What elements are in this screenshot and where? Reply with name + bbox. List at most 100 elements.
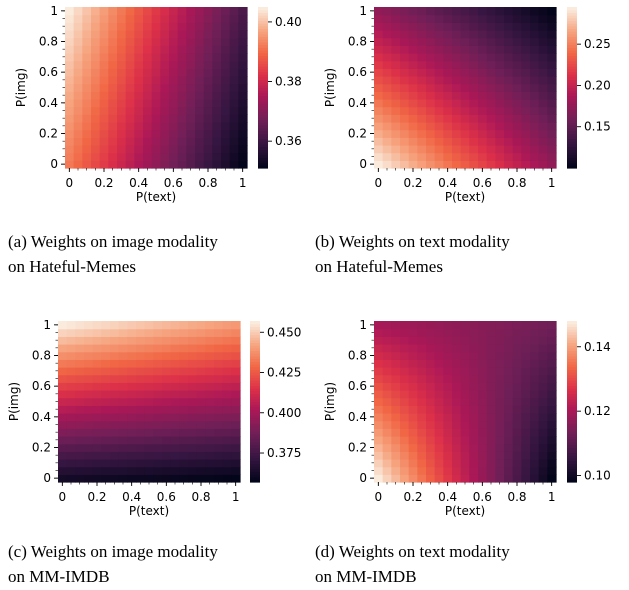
heatmap-cell — [162, 413, 172, 422]
heatmap-cell — [504, 405, 514, 414]
heatmap-cell — [417, 37, 427, 46]
colorbar-segment — [258, 52, 268, 56]
heatmap-cell — [538, 321, 548, 330]
heatmap-cell — [408, 413, 418, 422]
heatmap-cell — [212, 106, 222, 115]
heatmap-cell — [443, 413, 453, 422]
heatmap-cell — [82, 91, 92, 100]
heatmap-cell — [391, 420, 401, 429]
heatmap-cell — [504, 413, 514, 422]
colorbar-segment — [567, 374, 577, 378]
heatmap-cell — [495, 459, 505, 468]
heatmap-cell — [512, 106, 522, 115]
heatmap-cell — [229, 60, 239, 69]
x-tick-label: 0.6 — [473, 176, 492, 190]
heatmap-cell — [504, 321, 514, 330]
heatmap-cell — [400, 413, 410, 422]
heatmap-cell — [512, 336, 522, 345]
heatmap-cell — [177, 152, 187, 161]
heatmap-cell — [400, 45, 410, 54]
heatmap-cell — [495, 37, 505, 46]
heatmap-cell — [417, 328, 427, 337]
heatmap-cell — [151, 152, 161, 161]
heatmap-cell — [101, 382, 111, 391]
heatmap-cell — [486, 466, 496, 475]
heatmap-cell — [452, 122, 462, 131]
heatmap-cell — [160, 45, 170, 54]
heatmap-cell — [170, 459, 180, 468]
heatmap-cell — [134, 60, 144, 69]
colorbar-segment — [258, 119, 268, 123]
heatmap-cell — [117, 60, 127, 69]
colorbar-segment — [567, 425, 577, 429]
heatmap-cell — [469, 436, 479, 445]
colorbar-segment — [250, 463, 260, 467]
heatmap-cell — [408, 7, 418, 16]
heatmap-cell — [400, 99, 410, 108]
heatmap-cell — [125, 160, 135, 169]
heatmap-cell — [400, 466, 410, 475]
heatmap-cell — [512, 68, 522, 77]
heatmap-cell — [203, 91, 213, 100]
heatmap-cell — [196, 367, 206, 376]
heatmap-cell — [521, 76, 531, 85]
heatmap-cell — [374, 152, 384, 161]
heatmap-cell — [426, 336, 436, 345]
heatmap-cell — [162, 466, 172, 475]
heatmap-cell — [417, 359, 427, 368]
heatmap-cell — [144, 351, 154, 360]
heatmap-cell — [214, 351, 224, 360]
heatmap-cell — [231, 321, 241, 330]
heatmap-cell — [65, 99, 75, 108]
heatmap-cell — [469, 60, 479, 69]
colorbar-segment — [250, 321, 260, 325]
heatmap-cell — [391, 367, 401, 376]
heatmap-cell — [73, 122, 83, 131]
heatmap-cell — [186, 145, 196, 154]
heatmap-cell — [125, 53, 135, 62]
heatmap-cell — [108, 129, 118, 138]
heatmap-cell — [469, 68, 479, 77]
heatmap-cell — [143, 76, 153, 85]
heatmap-cell — [547, 420, 557, 429]
heatmap-cell — [169, 114, 179, 123]
heatmap-cell — [426, 160, 436, 169]
heatmap-cell — [75, 436, 85, 445]
heatmap-cell — [65, 22, 75, 31]
heatmap-cell — [108, 122, 118, 131]
heatmap-cell — [486, 420, 496, 429]
heatmap-cell — [547, 60, 557, 69]
heatmap-cell — [417, 137, 427, 146]
colorbar-segment — [250, 377, 260, 381]
heatmap-cell — [125, 145, 135, 154]
heatmap-cell — [495, 359, 505, 368]
heatmap-cell — [229, 122, 239, 131]
heatmap-cell — [222, 382, 232, 391]
colorbar-segment — [567, 130, 577, 134]
colorbar-tick-label: 0.15 — [584, 120, 611, 134]
heatmap-cell — [495, 106, 505, 115]
heatmap-cell — [417, 99, 427, 108]
heatmap-cell — [521, 145, 531, 154]
heatmap-cell — [66, 390, 76, 399]
heatmap-cell — [495, 474, 505, 483]
colorbar-segment — [567, 353, 577, 357]
colorbar-segment — [258, 106, 268, 110]
heatmap-cell — [538, 76, 548, 85]
heatmap-cell — [84, 436, 94, 445]
heatmap-cell — [460, 397, 470, 406]
heatmap-cell — [382, 328, 392, 337]
heatmap-cell — [177, 60, 187, 69]
heatmap-cell — [547, 367, 557, 376]
heatmap-cell — [460, 351, 470, 360]
heatmap-cell — [188, 328, 198, 337]
colorbar-segment — [567, 369, 577, 373]
colorbar-segment — [567, 125, 577, 129]
x-tick-label: 0.6 — [473, 490, 492, 504]
heatmap-cell — [108, 37, 118, 46]
heatmap-cell — [134, 14, 144, 23]
heatmap-cell — [408, 374, 418, 383]
heatmap-cell — [160, 83, 170, 92]
heatmap-cell — [66, 466, 76, 475]
heatmap-cell — [108, 137, 118, 146]
